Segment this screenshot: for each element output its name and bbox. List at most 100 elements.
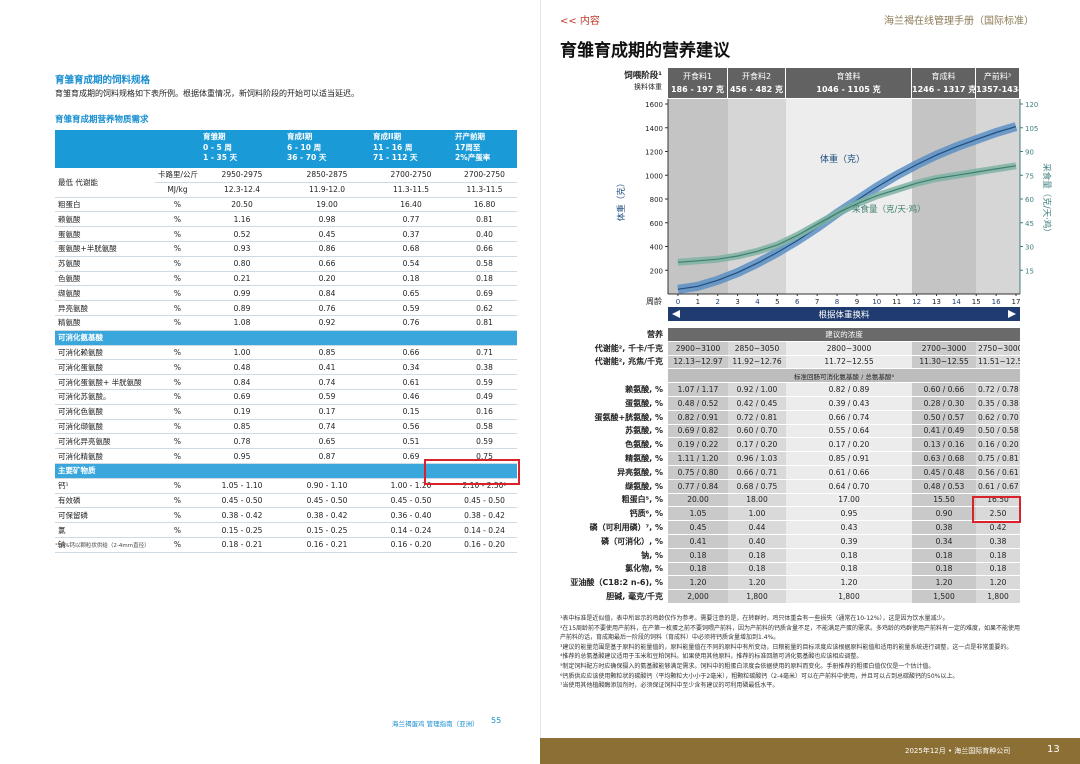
- page-number: 13: [1047, 744, 1060, 755]
- cell: 2700~3000: [912, 341, 976, 356]
- cell: 0.95: [786, 506, 912, 522]
- cell: %: [155, 197, 200, 213]
- header-line: 1 - 35 天: [203, 153, 238, 162]
- stage-box: 开食料1 186 - 197 克: [668, 68, 728, 98]
- x-axis-label: 周龄: [646, 296, 662, 306]
- cell: 0.56 / 0.61: [976, 465, 1021, 480]
- cell: 0.45: [284, 226, 370, 242]
- nav-link[interactable]: << 内容: [560, 16, 600, 27]
- cell: 1,800: [976, 589, 1021, 604]
- cell: 12.13~12.97: [668, 355, 728, 370]
- cell: 0.16: [452, 404, 517, 420]
- stage-weight: 1357-1434 克: [976, 85, 1020, 94]
- cell: 0.18: [912, 548, 976, 563]
- row-label: 可消化异亮氨酸: [55, 433, 155, 450]
- row-label: 磷（可消化）, %: [558, 534, 668, 549]
- cell: 12.3-12.4: [200, 182, 284, 198]
- cell: 0.16 - 0.20: [452, 537, 517, 553]
- cell: 0.74: [284, 374, 370, 390]
- cell: 0.68: [370, 241, 452, 257]
- row-label: 异亮氨酸: [55, 300, 155, 316]
- series-label: 采食量（克/天·鸡）: [852, 204, 926, 215]
- y2-tick-label: 30: [1025, 244, 1034, 252]
- row: 色氨酸% 0.21 0.20 0.18 0.18: [55, 271, 517, 287]
- row-label: 精氨酸, %: [558, 451, 668, 466]
- cell: 2850~3050: [728, 341, 786, 356]
- stage-box: 产前料³ 1357-1434 克: [976, 68, 1020, 98]
- row: 标准回肠可消化氨基酸 / 总氨基酸⁴: [558, 368, 1021, 384]
- x-tick-label: 7: [815, 298, 819, 306]
- cell: 0.44: [728, 520, 786, 535]
- row-label: 色氨酸: [55, 271, 155, 287]
- row-label: 钠, %: [558, 548, 668, 563]
- cell: 0.18 - 0.21: [200, 537, 284, 553]
- stage-shade: [668, 99, 728, 294]
- row: 苏氨酸, % 0.69 / 0.82 0.60 / 0.70 0.55 / 0.64 0…: [558, 424, 1021, 439]
- cell: 0.59: [452, 374, 517, 390]
- cell: 0.76: [370, 315, 452, 331]
- cell: 0.59: [284, 389, 370, 405]
- cell: 0.75 / 0.80: [668, 465, 728, 480]
- x-tick-label: 3: [735, 298, 739, 306]
- highlight-box: [424, 459, 520, 485]
- y-tick-label: 200: [650, 267, 663, 275]
- cell: 0.19: [200, 404, 284, 420]
- row-label: 色氨酸, %: [558, 437, 668, 453]
- row: 代谢能², 千卡/千克 2900~3100 2850~3050 2800~3000 27…: [558, 341, 1021, 356]
- row-label: 精氨酸: [55, 315, 155, 331]
- header-line: 6 - 10 周: [287, 142, 322, 152]
- cell: %: [155, 211, 200, 228]
- section-row: 主要矿物质: [55, 463, 517, 479]
- cell: 0.76: [284, 300, 370, 316]
- row-label: 赖氨酸, %: [558, 382, 668, 397]
- cell: 0.18: [912, 562, 976, 577]
- y-tick-label: 1200: [645, 149, 663, 157]
- cell: 0.66: [452, 241, 517, 257]
- row: 可消化精氨酸% 0.95 0.87 0.69 0.75: [55, 448, 517, 464]
- row-label: 赖氨酸: [55, 211, 155, 228]
- x-tick-label: 1: [696, 298, 700, 306]
- cell: 0.69: [200, 389, 284, 405]
- cell: 2700-2750: [370, 168, 452, 183]
- row-label-blank: [558, 368, 668, 384]
- cell: 0.90 - 1.10: [284, 478, 370, 494]
- stage-weight: 1246 - 1317 克: [912, 85, 976, 94]
- cell: 0.77 / 0.84: [668, 479, 728, 494]
- cell: 0.60 / 0.66: [912, 382, 976, 397]
- row: 粗蛋白⁵, % 20.00 18.00 17.00 15.50 16.50: [558, 493, 1021, 508]
- footnote: ¹表中标准是近似值，表中所显示的鸡龄仅作为参考。需要注意的是，在转群时，鸡只体重…: [560, 615, 949, 622]
- row: 代谢能², 兆焦/千克 12.13~12.97 11.92~12.76 11.72~1…: [558, 355, 1021, 370]
- stage-label: 饲喂阶段¹: [624, 71, 662, 81]
- row-label: 可消化蛋氨酸: [55, 359, 155, 376]
- cell: 0.85: [284, 345, 370, 361]
- intro: 育雏育成期的饲料规格如下表所例。根据体重情况，新饲料阶段的开始可以适当延迟。: [55, 89, 359, 98]
- banner-arrow: [1008, 310, 1016, 318]
- cell: 0.41: [668, 534, 728, 549]
- x-tick-label: 5: [775, 298, 779, 306]
- cell: %: [155, 507, 200, 524]
- cell: 0.14 - 0.24: [452, 522, 517, 538]
- row: 缬氨酸% 0.99 0.84 0.65 0.69: [55, 285, 517, 302]
- cell: 0.61: [370, 374, 452, 390]
- cell: 0.28 / 0.30: [912, 396, 976, 411]
- row: 磷（可利用磷）⁷, % 0.45 0.44 0.43 0.38 0.42: [558, 520, 1021, 535]
- cell: 0.60 / 0.70: [728, 424, 786, 439]
- cell: 0.69: [452, 285, 517, 302]
- cell: 0.37: [370, 226, 452, 242]
- row-label: 蛋氨酸+胱氨酸, %: [558, 410, 668, 425]
- cell: 0.38 - 0.42: [200, 507, 284, 524]
- row-label: 可消化缬氨酸: [55, 419, 155, 435]
- row: 亚油酸（C18:2 n-6), % 1.20 1.20 1.20 1.20 1.20: [558, 575, 1021, 591]
- cell: 0.40: [728, 534, 786, 549]
- row-label: 有效磷: [55, 493, 155, 509]
- cell: 0.17 / 0.20: [728, 437, 786, 453]
- row: 可消化异亮氨酸% 0.78 0.65 0.51 0.59: [55, 433, 517, 450]
- highlight-box: [972, 496, 1021, 523]
- cell: %: [155, 226, 200, 242]
- cell: 0.15: [370, 404, 452, 420]
- cell: 0.96 / 1.03: [728, 451, 786, 466]
- row: 蛋氨酸+半胱氨酸% 0.93 0.86 0.68 0.66: [55, 241, 517, 257]
